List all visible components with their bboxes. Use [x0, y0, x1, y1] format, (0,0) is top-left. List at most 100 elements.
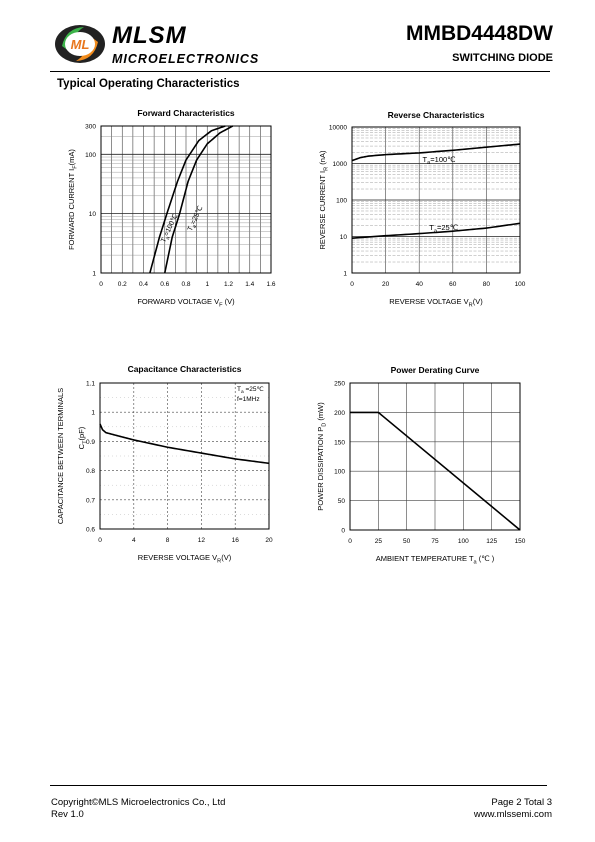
reverse-y-axis-label-rest: (nA)	[318, 150, 327, 167]
capacitance-y-axis-label-main: CAPACITANCE BETWEEN TERMINALS	[56, 388, 65, 524]
capacitance-x-axis-label-sub: R	[217, 558, 221, 564]
derating-y-tick-label: 0	[341, 528, 345, 535]
reverse-title: Reverse Characteristics	[388, 110, 485, 120]
capacitance-annotation-temp-main: T	[237, 386, 241, 393]
forward-plot-frame	[100, 125, 272, 274]
reverse-y-tick-label: 10000	[329, 125, 347, 132]
capacitance-series-0-line	[99, 423, 270, 465]
capacitance-y-tick-label: 0.9	[86, 439, 95, 446]
forward-y-tick-label: 10	[89, 211, 97, 218]
derating-chart: Power Derating Curve 0 25 50 75 100 125 150 0 50 1…	[316, 365, 526, 565]
product-type: SWITCHING DIODE	[452, 52, 553, 64]
reverse-x-axis-label-sub: R	[469, 302, 473, 308]
derating-y-tick-label: 200	[334, 410, 345, 417]
forward-y-axis-label-main: FORWARD CURRENT I	[67, 169, 76, 250]
reverse-x-tick-label: 60	[449, 281, 457, 288]
reverse-series-1-label-rest: =25℃	[437, 223, 459, 232]
capacitance-annotation-freq: f=1MHz	[237, 396, 260, 403]
forward-series-0-label-main: T	[160, 236, 168, 243]
forward-series-0-label-sub: a	[165, 236, 172, 241]
derating-y-tick-label: 50	[338, 498, 346, 505]
capacitance-y-axis-label-2: CT(pF)	[77, 426, 88, 449]
forward-grid	[100, 125, 272, 274]
capacitance-annotation-temp-rest: =25℃	[244, 386, 265, 393]
forward-x-axis-label-main: FORWARD VOLTAGE V	[137, 297, 219, 306]
capacitance-x-axis-label: REVERSE VOLTAGE VR(V)	[138, 553, 232, 564]
forward-y-axis-label: FORWARD CURRENT IF(mA)	[67, 149, 78, 250]
derating-x-tick-label: 25	[375, 538, 383, 545]
reverse-x-tick-label: 100	[515, 281, 526, 288]
capacitance-x-axis-label-main: REVERSE VOLTAGE V	[138, 553, 217, 562]
forward-x-tick-label: 0.4	[139, 281, 148, 288]
derating-y-tick-label: 250	[334, 381, 345, 388]
forward-x-tick-label: 1.4	[245, 281, 254, 288]
capacitance-chart: Capacitance Characteristics 0 4 8 12 16 20 0.6 0…	[56, 364, 273, 564]
reverse-series-1-label: Ta=25℃	[429, 223, 458, 234]
reverse-plot-frame	[351, 126, 521, 274]
forward-x-tick-label: 1.6	[266, 281, 275, 288]
derating-x-tick-label: 125	[486, 538, 497, 545]
forward-x-axis-label-rest: (V)	[223, 297, 236, 306]
derating-y-axis-label-rest: (mW)	[316, 402, 325, 423]
forward-x-axis-label-sub: F	[219, 302, 223, 308]
section-title: Typical Operating Characteristics	[57, 78, 240, 90]
reverse-y-tick-label: 10	[340, 234, 348, 241]
reverse-series-0-label-sub: a	[427, 160, 431, 166]
header-divider	[50, 71, 550, 72]
forward-y-tick-label: 300	[85, 124, 96, 131]
reverse-series-0-label-main: T	[423, 155, 428, 164]
capacitance-y-tick-label: 1.1	[86, 381, 95, 388]
forward-x-tick-label: 0	[99, 281, 103, 288]
capacitance-x-tick-label: 0	[98, 537, 102, 544]
forward-series-1-label-main: T	[187, 225, 195, 232]
derating-x-tick-label: 150	[515, 538, 526, 545]
capacitance-y-axis-label: CAPACITANCE BETWEEN TERMINALS	[56, 388, 65, 524]
derating-y-axis-label-main: POWER DISSIPATION P	[316, 427, 325, 511]
derating-y-tick-label: 100	[334, 469, 345, 476]
forward-series-1-line	[163, 125, 234, 274]
capacitance-grid	[99, 382, 270, 530]
forward-x-tick-label: 0.6	[160, 281, 169, 288]
reverse-x-tick-label: 0	[350, 281, 354, 288]
reverse-chart: Reverse Characteristics 0 20 40 60 80 100 1 10 10…	[318, 110, 526, 308]
company-division: MICROELECTRONICS	[112, 52, 260, 66]
derating-title: Power Derating Curve	[391, 365, 480, 375]
website-link[interactable]: www.mlssemi.com	[473, 809, 552, 820]
characteristic-charts: Forward Characteristics 0 0.2 0.4 0.6 0.8 1 1.2…	[56, 108, 526, 565]
derating-x-tick-label: 100	[458, 538, 469, 545]
forward-x-tick-label: 0.8	[181, 281, 190, 288]
derating-x-axis-label-main: AMBIENT TEMPERATURE T	[376, 554, 474, 563]
reverse-y-axis-label-sub: R	[323, 167, 329, 171]
capacitance-y-tick-label: 0.8	[86, 468, 95, 475]
derating-x-axis-label-sub: a	[474, 559, 478, 565]
reverse-x-tick-label: 40	[416, 281, 424, 288]
logo-mark: ML	[71, 37, 90, 52]
capacitance-annotation-temp-sub: a	[241, 390, 244, 395]
reverse-y-axis-label: REVERSE CURRENT IR (nA)	[318, 150, 329, 249]
reverse-series-1-label-sub: a	[434, 228, 438, 234]
derating-x-axis-label: AMBIENT TEMPERATURE Ta (℃ )	[376, 554, 495, 565]
forward-series-1-label: Ta=25℃	[187, 205, 207, 233]
reverse-x-axis-label-main: REVERSE VOLTAGE V	[389, 297, 468, 306]
reverse-y-tick-label: 100	[336, 198, 347, 205]
footer-divider	[50, 785, 547, 786]
forward-y-axis-label-rest: (mA)	[67, 149, 76, 166]
reverse-y-tick-label: 1	[343, 271, 347, 278]
capacitance-x-tick-label: 8	[166, 537, 170, 544]
capacitance-y-tick-label: 0.6	[86, 527, 95, 534]
reverse-series-0-line	[351, 143, 521, 162]
capacitance-y-tick-label: 0.7	[86, 497, 95, 504]
derating-y-axis-label-sub: D	[321, 423, 327, 427]
capacitance-annotation-box	[236, 384, 268, 404]
reverse-y-axis-label-main: REVERSE CURRENT I	[318, 171, 327, 250]
derating-series-0-line	[350, 411, 521, 531]
capacitance-y-axis-label-2-main: C	[77, 443, 86, 449]
capacitance-x-tick-label: 16	[232, 537, 240, 544]
revision-text: Rev 1.0	[51, 809, 84, 820]
derating-x-axis-label-rest: (℃ )	[477, 554, 495, 563]
derating-x-tick-label: 0	[348, 538, 352, 545]
reverse-x-axis-label: REVERSE VOLTAGE VR(V)	[389, 297, 483, 308]
reverse-grid	[351, 127, 521, 274]
forward-y-tick-label: 100	[85, 152, 96, 159]
capacitance-x-axis-label-rest: (V)	[221, 553, 232, 562]
